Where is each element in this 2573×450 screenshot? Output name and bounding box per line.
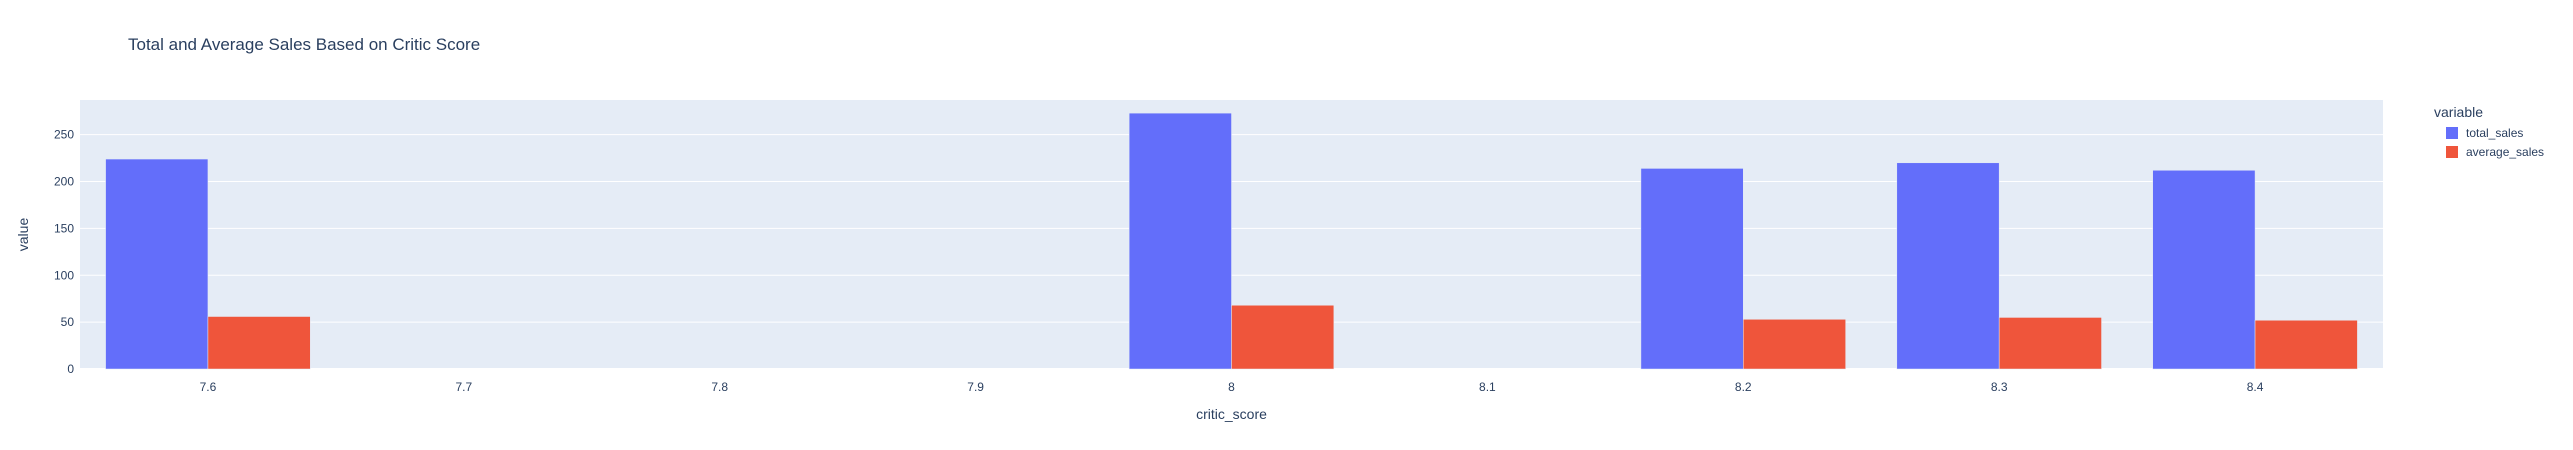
x-tick-label: 7.9: [967, 380, 984, 394]
x-tick-label: 8.4: [2247, 380, 2264, 394]
y-axis-title: value: [15, 218, 31, 252]
x-axis-title: critic_score: [1196, 406, 1267, 422]
legend-item-label: average_sales: [2466, 145, 2544, 159]
bar-total-sales: [2152, 170, 2256, 370]
y-tick-label: 50: [61, 315, 75, 329]
y-tick-label: 0: [67, 362, 74, 376]
bar-total-sales: [1128, 112, 1232, 370]
chart-title: Total and Average Sales Based on Critic …: [128, 35, 480, 54]
y-tick-label: 200: [54, 175, 74, 189]
x-tick-label: 8.2: [1735, 380, 1752, 394]
bar-total-sales: [1640, 168, 1744, 370]
x-tick-label: 7.8: [711, 380, 728, 394]
bar-average-sales: [2254, 320, 2358, 370]
bar-average-sales: [1231, 305, 1335, 370]
bars: [105, 112, 2358, 370]
legend-swatch: [2446, 127, 2458, 139]
y-axis-ticks: 0 50 100 150 200 250: [54, 128, 74, 376]
y-tick-label: 250: [54, 128, 74, 142]
x-tick-label: 7.7: [455, 380, 472, 394]
legend-swatch: [2446, 146, 2458, 158]
y-tick-label: 100: [54, 268, 74, 282]
x-axis-ticks: 7.6 7.7 7.8 7.9 8 8.1 8.2 8.3 8.4: [200, 380, 2264, 394]
legend: variable total_sales average_sales: [2434, 104, 2544, 159]
bar-total-sales: [1896, 162, 2000, 370]
y-tick-label: 150: [54, 221, 74, 235]
bar-average-sales: [1998, 317, 2102, 370]
x-tick-label: 8: [1228, 380, 1235, 394]
bar-total-sales: [105, 158, 209, 370]
legend-title: variable: [2434, 104, 2483, 120]
legend-item-label: total_sales: [2466, 126, 2523, 140]
x-tick-label: 8.1: [1479, 380, 1496, 394]
x-tick-label: 8.3: [1991, 380, 2008, 394]
bar-average-sales: [207, 316, 311, 370]
bar-average-sales: [1743, 319, 1846, 370]
x-tick-label: 7.6: [200, 380, 217, 394]
